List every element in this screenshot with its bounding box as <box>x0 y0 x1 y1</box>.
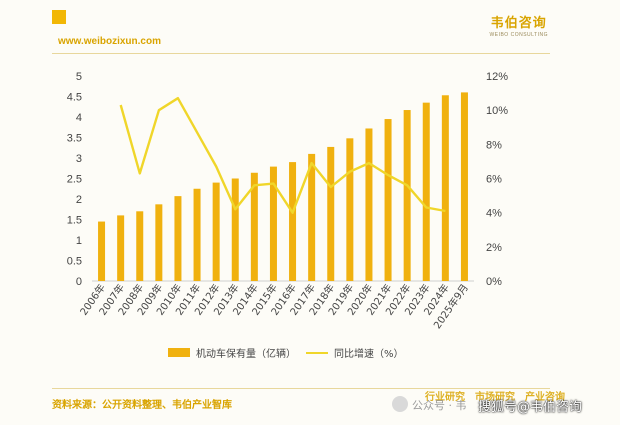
legend-label-bar: 机动车保有量（亿辆） <box>196 349 296 360</box>
brand-logo: 韦伯咨询 WEIBO CONSULTING <box>490 12 548 38</box>
legend-swatch-bar <box>168 348 190 357</box>
y-right-tick-label: 12% <box>486 71 508 83</box>
y-left-tick-label: 4.5 <box>67 92 82 104</box>
bar <box>212 182 220 281</box>
bar <box>117 215 125 281</box>
wechat-icon <box>392 396 408 412</box>
growth-line <box>119 96 446 214</box>
sohu-watermark: 搜狐号@韦伯咨询 <box>478 400 583 415</box>
legend-item-bar: 机动车保有量（亿辆） <box>168 345 296 360</box>
bar <box>346 138 354 281</box>
bar <box>269 166 277 281</box>
bar <box>289 162 297 281</box>
x-tick-labels: 2006年2007年2008年2009年2010年2011年2012年2013年… <box>77 281 471 331</box>
footer-divider <box>52 388 550 389</box>
chart-axes: 0 0.5 1 1.5 2 2.5 3 3.5 4 4.5 5 0% 2% 4% 6% 8% 10% 12% <box>67 71 509 288</box>
brand-name-en: WEIBO CONSULTING <box>489 32 548 38</box>
y-left-tick-label: 1 <box>76 235 82 247</box>
footer-tags: 行业研究 市场研究 产业咨询 <box>425 388 575 403</box>
line-series <box>119 96 446 214</box>
bar <box>460 92 468 282</box>
y-left-tick-label: 3 <box>76 153 82 165</box>
wechat-watermark: 公众号 · 韦 <box>412 399 467 412</box>
bar <box>403 110 411 281</box>
bar <box>174 196 182 281</box>
bar-series <box>98 92 468 282</box>
y-left-tick-label: 3.5 <box>67 133 82 145</box>
bar <box>441 95 449 282</box>
bar <box>422 102 430 282</box>
y-left-tick-label: 4 <box>76 112 82 124</box>
bar <box>193 188 201 281</box>
y-right-tick-label: 4% <box>486 208 502 220</box>
bar <box>98 221 106 281</box>
logo-square-icon <box>52 10 66 24</box>
y-right-tick-label: 0% <box>486 276 502 288</box>
header-divider <box>52 53 550 54</box>
legend-swatch-line <box>306 351 328 354</box>
website-url: www.weibozixun.com <box>58 36 161 47</box>
footer-tag: 产业咨询 <box>525 392 565 403</box>
footer-tag: 市场研究 <box>475 392 515 403</box>
source-note: 资料来源：公开资料整理、韦伯产业智库 <box>52 400 232 411</box>
legend-label-line: 同比增速（%） <box>334 349 404 360</box>
bar <box>155 204 163 281</box>
brand-name: 韦伯咨询 <box>490 16 547 31</box>
y-left-tick-label: 2 <box>76 194 82 206</box>
bar <box>384 119 392 281</box>
y-right-tick-label: 2% <box>486 242 502 254</box>
y-left-tick-label: 2.5 <box>67 174 82 186</box>
footer-tag: 行业研究 <box>425 392 465 403</box>
bar <box>327 146 335 281</box>
y-left-tick-label: 5 <box>76 71 82 83</box>
y-left-tick-label: 1.5 <box>67 215 82 227</box>
y-left-tick-label: 0.5 <box>67 256 82 268</box>
bar <box>250 172 258 281</box>
y-right-tick-label: 8% <box>486 139 502 151</box>
y-right-tick-label: 6% <box>486 174 502 186</box>
y-left-tick-label: 0 <box>76 276 82 288</box>
bar <box>136 211 144 281</box>
bar <box>308 153 316 281</box>
legend-item-line: 同比增速（%） <box>306 345 404 360</box>
bar <box>231 178 239 281</box>
bar <box>365 128 373 281</box>
y-right-tick-label: 10% <box>486 105 508 117</box>
